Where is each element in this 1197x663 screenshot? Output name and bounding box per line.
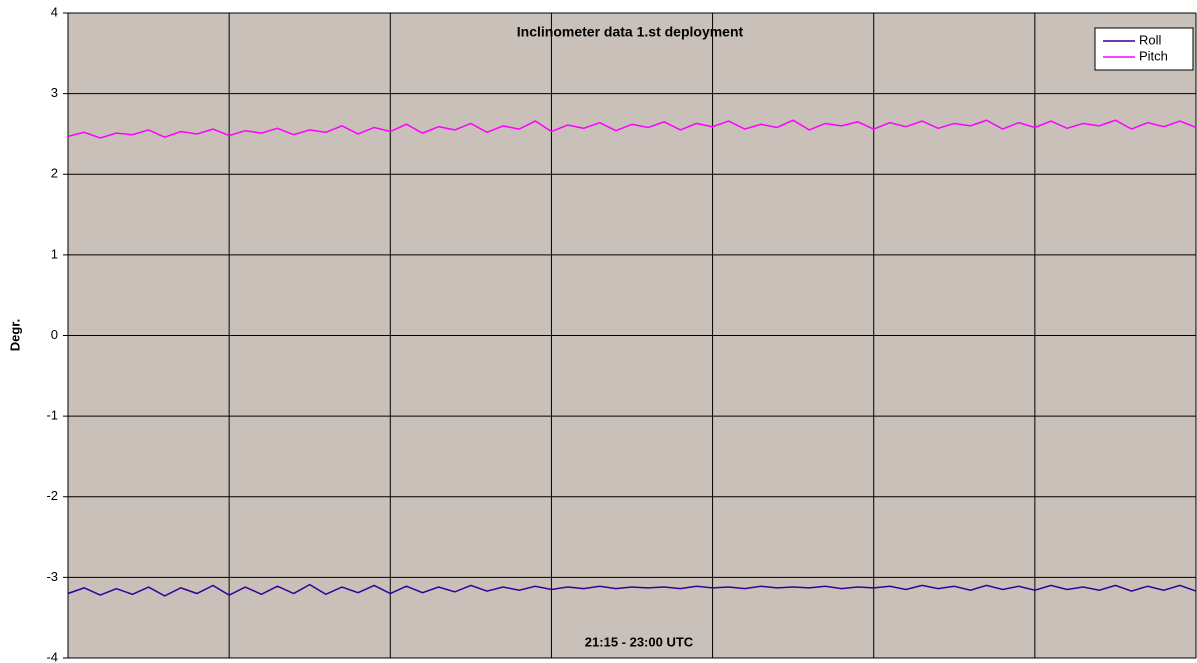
series-line	[67, 119, 1197, 139]
legend-label: Roll	[1139, 32, 1162, 47]
y-tick-label: -3	[46, 569, 58, 584]
y-tick-label: 4	[51, 4, 58, 19]
y-tick-label: -4	[46, 649, 58, 663]
y-tick-label: 3	[51, 85, 58, 100]
y-tick-label: 0	[51, 327, 58, 342]
y-axis-label: Degr.	[7, 319, 22, 352]
series-line	[67, 583, 1197, 597]
lines	[67, 119, 1197, 597]
y-tick-label: -1	[46, 408, 58, 423]
y-tick-label: -2	[46, 488, 58, 503]
y-tick-label: 2	[51, 166, 58, 181]
y-tick-label: 1	[51, 246, 58, 261]
chart-title: Inclinometer data 1.st deployment	[517, 24, 744, 40]
x-axis-label: 21:15 - 23:00 UTC	[585, 634, 694, 649]
legend-box	[1094, 27, 1194, 71]
legend-label: Pitch	[1139, 48, 1168, 63]
grid	[63, 12, 1197, 659]
